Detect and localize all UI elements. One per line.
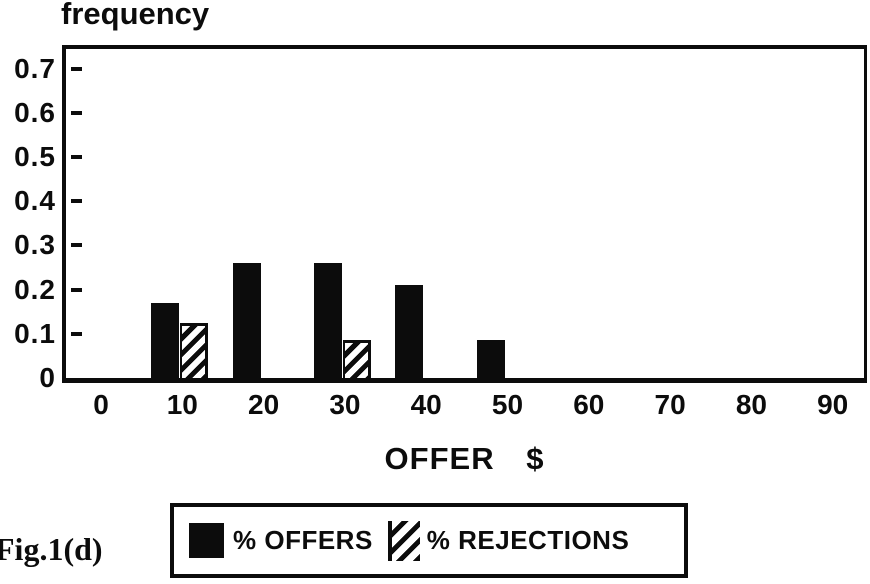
- y-tick: [71, 331, 82, 336]
- x-tick-label: 40: [410, 389, 442, 420]
- offers-swatch-icon: [189, 523, 224, 558]
- y-tick: [71, 287, 82, 292]
- y-tick: [71, 243, 82, 248]
- y-tick-label: 0.3: [14, 229, 56, 261]
- y-tick: [71, 110, 82, 115]
- x-axis-title: OFFER $: [384, 441, 545, 476]
- offers-legend-label: % OFFERS: [233, 525, 373, 555]
- x-tick-label: 10: [166, 389, 198, 420]
- bar-offers-40: [395, 285, 424, 378]
- x-tick-label: 80: [735, 389, 767, 420]
- bar-offers-20: [232, 263, 261, 378]
- y-tick-label: 0.4: [14, 185, 56, 217]
- y-tick: [71, 155, 82, 159]
- y-tick-label: 0.5: [14, 141, 56, 172]
- y-tick-label: 0.6: [14, 96, 56, 128]
- x-tick-label: 0: [93, 389, 109, 420]
- bar-offers-10: [151, 303, 180, 378]
- x-tick-label: 70: [654, 389, 686, 420]
- y-tick-label: 0.1: [14, 317, 56, 349]
- x-tick-label: 90: [817, 389, 849, 420]
- x-tick-label: 20: [248, 389, 280, 420]
- figure-caption: Fig.1(d): [0, 531, 103, 567]
- bar-rejections-10: [180, 323, 209, 378]
- bar-rejections-30: [342, 340, 371, 378]
- y-tick-label: 0: [39, 362, 56, 393]
- bar-offers-50: [476, 340, 505, 378]
- rejections-swatch-icon: [387, 520, 420, 561]
- rejections-legend-label: % REJECTIONS: [426, 525, 630, 555]
- y-tick: [71, 66, 82, 71]
- y-tick: [71, 199, 82, 204]
- y-tick-label: 0.2: [14, 273, 56, 305]
- x-tick-label: 60: [573, 389, 605, 420]
- y-axis-title: frequency: [61, 0, 210, 31]
- legend-box: % OFFERS % REJECTIONS: [170, 503, 688, 578]
- x-tick-label: 30: [329, 389, 361, 420]
- bar-offers-30: [313, 263, 342, 378]
- plot-area: [62, 45, 867, 383]
- x-tick-label: 50: [491, 389, 524, 420]
- y-tick-label: 0.7: [14, 52, 56, 84]
